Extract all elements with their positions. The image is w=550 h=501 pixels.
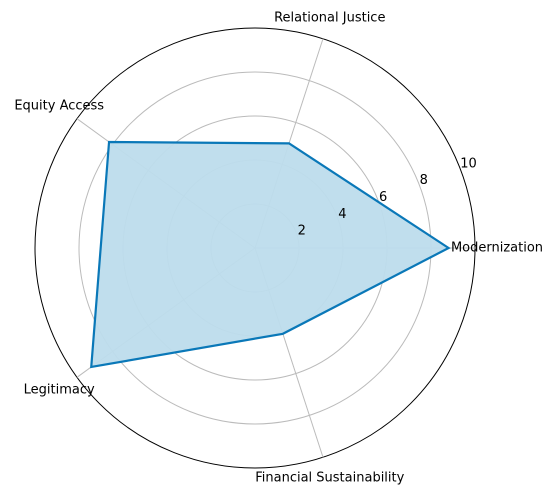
- category-label: Financial Sustainability: [255, 471, 404, 486]
- radar-area: [90, 140, 451, 369]
- r-tick-label: 6: [379, 190, 387, 205]
- category-label: Legitimacy: [24, 383, 95, 398]
- r-tick-label: 8: [420, 173, 428, 188]
- r-tick-label: 2: [298, 224, 306, 239]
- category-label: Equity Access: [14, 98, 104, 113]
- category-label: Relational Justice: [274, 10, 385, 25]
- r-tick-label: 10: [460, 156, 477, 171]
- r-tick-label: 4: [338, 207, 346, 222]
- category-label: Modernization: [451, 241, 543, 256]
